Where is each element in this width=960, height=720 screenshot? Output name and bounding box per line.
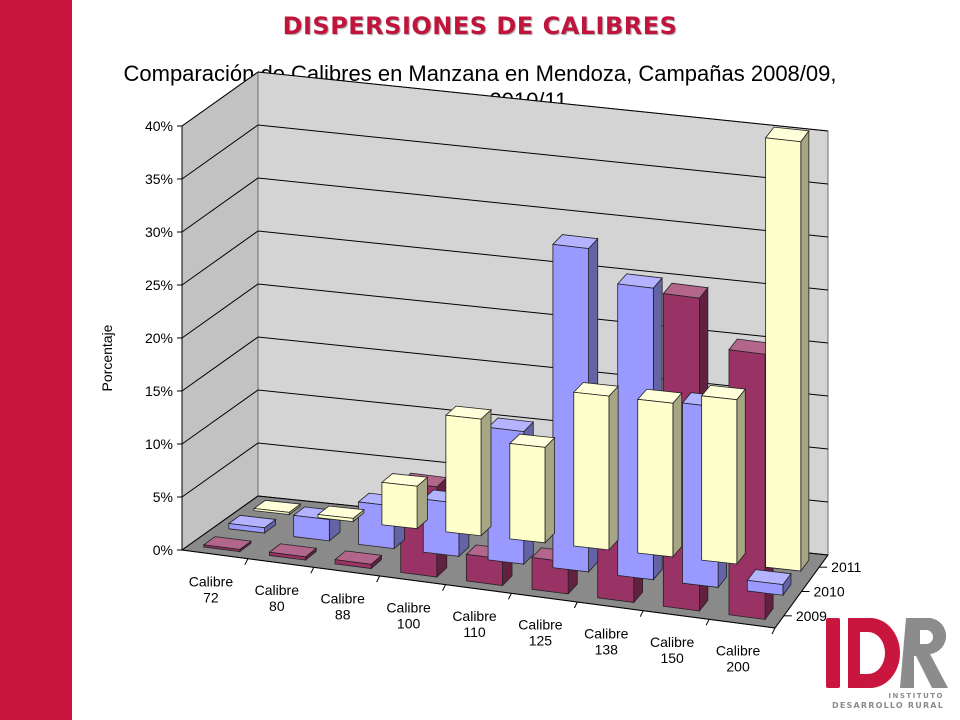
bar-2011-calibre-80 xyxy=(316,505,365,523)
bar-front xyxy=(228,523,265,534)
y-tick-label: 5% xyxy=(153,489,173,505)
series-label: 2011 xyxy=(831,559,861,575)
bar-front xyxy=(573,391,610,551)
x-category-label: Calibre 88 xyxy=(321,591,366,623)
series-label: 2009 xyxy=(796,608,827,624)
bar-2011-calibre-138 xyxy=(636,388,683,558)
bar-front xyxy=(334,559,372,570)
bar-side xyxy=(480,408,492,537)
bar-side xyxy=(736,387,746,566)
x-category-label: Calibre 125 xyxy=(518,617,563,649)
bar-2010-calibre-72 xyxy=(227,514,277,534)
idr-logo: INSTITUTO DESARROLLO RURAL xyxy=(826,617,948,710)
y-axis-label: Porcentaje xyxy=(99,324,115,391)
x-tick-mark xyxy=(507,593,512,600)
y-tick-label: 20% xyxy=(145,330,173,346)
x-axis-line xyxy=(181,549,776,629)
x-tick-mark xyxy=(573,601,578,609)
y-tick-label: 15% xyxy=(145,383,173,399)
bar-front xyxy=(253,508,290,515)
bar-front xyxy=(268,551,306,561)
bar-2010-calibre-200 xyxy=(746,569,792,597)
bar-front xyxy=(509,443,546,544)
bar-2009-calibre-72 xyxy=(202,536,252,553)
series-label: 2010 xyxy=(814,584,845,600)
gridline xyxy=(181,124,829,185)
x-tick-mark xyxy=(310,567,315,574)
bar-2011-calibre-110 xyxy=(508,433,556,544)
bar-side xyxy=(800,129,810,573)
x-category-label: Calibre 110 xyxy=(452,608,497,640)
bar-2011-calibre-200 xyxy=(764,126,810,573)
bar-front xyxy=(701,395,738,565)
bar-front xyxy=(637,398,674,558)
y-tick-label: 40% xyxy=(145,118,173,134)
x-tick-mark xyxy=(705,619,710,626)
logo-line-desarrollo: DESARROLLO RURAL xyxy=(832,701,944,710)
y-tick-label: 35% xyxy=(145,171,173,187)
x-category-label: Calibre 72 xyxy=(189,573,234,605)
gridline xyxy=(181,71,829,132)
bar-front xyxy=(746,579,784,596)
x-tick-mark xyxy=(442,584,447,591)
y-tick-label: 10% xyxy=(145,436,173,452)
x-tick-mark xyxy=(244,558,249,565)
y-tick-label: 0% xyxy=(153,542,173,558)
bar-front xyxy=(381,481,418,530)
bar-2011-calibre-125 xyxy=(572,382,619,551)
bar-front xyxy=(317,514,354,523)
x-category-label: Calibre 100 xyxy=(386,599,431,631)
gridline xyxy=(181,230,829,291)
y-axis-ticks: 0% 5% 10% 15% 20% 25% 30% 35% 40% xyxy=(145,118,183,558)
logo-mark xyxy=(826,617,948,688)
x-tick-mark xyxy=(771,627,776,635)
x-category-label: Calibre 200 xyxy=(716,643,761,675)
bar-front xyxy=(203,544,241,553)
bar-side xyxy=(544,436,555,544)
x-axis-categories: Calibre 72 Calibre 80 Calibre 88 Calibre 100 Cal… xyxy=(181,549,776,675)
x-tick-mark xyxy=(639,610,644,617)
logo-line-instituto: INSTITUTO xyxy=(888,692,944,700)
bar-side xyxy=(672,391,683,558)
bar-2011-calibre-150 xyxy=(700,384,747,566)
bar-2011-calibre-88 xyxy=(380,473,429,530)
x-tick-mark xyxy=(376,575,381,583)
bar-2011-calibre-72 xyxy=(252,499,302,516)
bar-front xyxy=(445,414,482,537)
slide-title: DISPERSIONES DE CALIBRES xyxy=(282,12,678,40)
bar-2009-calibre-80 xyxy=(268,543,318,561)
gridline xyxy=(181,177,829,238)
bar-front xyxy=(293,514,330,542)
x-category-label: Calibre 150 xyxy=(650,634,695,666)
bar-2009-calibre-88 xyxy=(334,550,383,570)
y-tick-label: 30% xyxy=(145,224,173,240)
bar-2011-calibre-100 xyxy=(444,405,492,537)
x-category-label: Calibre 80 xyxy=(255,582,300,614)
chart-bars xyxy=(202,126,810,621)
depth-axis-series-labels: 2011 2010 2009 xyxy=(774,554,861,629)
sidebar-band xyxy=(0,0,72,720)
bar-front xyxy=(765,137,802,572)
y-tick-label: 25% xyxy=(145,277,173,293)
x-category-label: Calibre 138 xyxy=(584,625,629,657)
bar-side xyxy=(608,385,619,551)
